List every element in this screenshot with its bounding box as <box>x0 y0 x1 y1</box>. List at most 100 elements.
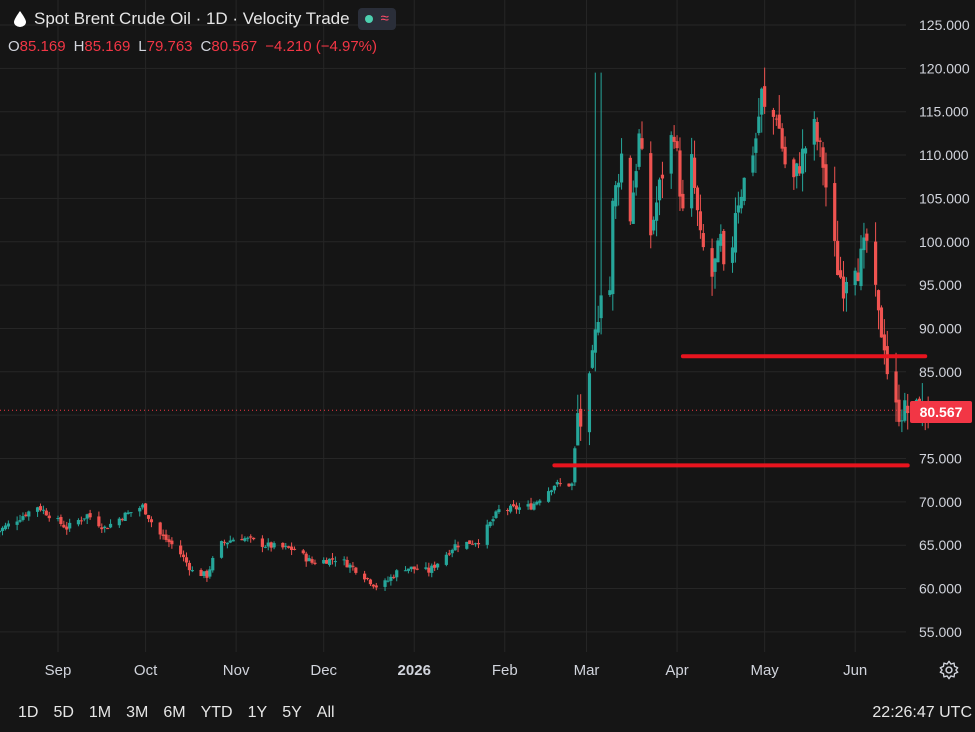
candle-body <box>497 509 501 513</box>
candle-body <box>754 138 758 153</box>
candle-body <box>249 536 253 538</box>
candle-body <box>129 512 133 514</box>
candle-body <box>538 500 542 503</box>
candle-body <box>21 516 25 520</box>
candle-body <box>453 544 457 551</box>
candle-body <box>447 553 451 555</box>
candle-body <box>491 519 495 522</box>
timeframe-1m[interactable]: 1M <box>88 704 112 721</box>
candle-body <box>760 88 764 115</box>
candle-body <box>141 504 145 508</box>
candle-body <box>313 562 317 564</box>
candle-body <box>587 373 592 433</box>
candle-body <box>900 420 904 422</box>
timeframe-1y[interactable]: 1Y <box>247 704 268 721</box>
candle-body <box>330 558 335 560</box>
candle-body <box>219 541 224 558</box>
timeframe-6m[interactable]: 6M <box>163 704 186 721</box>
candle-body <box>389 576 393 581</box>
candle-body <box>374 585 378 588</box>
y-tick-label: 65.000 <box>919 537 962 553</box>
candle-body <box>371 584 375 587</box>
candle-body <box>803 148 808 154</box>
candle-body <box>38 506 43 511</box>
timeframe-5y[interactable]: 5Y <box>282 704 302 721</box>
time-axis[interactable]: Sep Oct Nov Dec 2026 Feb Mar Apr May Jun <box>45 662 868 679</box>
candle-body <box>351 565 355 567</box>
candle-body <box>269 542 273 548</box>
wave-icon: ≈ <box>380 10 389 27</box>
candle-body <box>456 545 460 548</box>
candle-body <box>710 248 714 277</box>
candle-body <box>853 270 857 286</box>
candle-body <box>771 109 775 117</box>
candle-body <box>509 505 513 512</box>
candle-body <box>833 183 837 241</box>
candle-body <box>47 515 51 519</box>
candle-body <box>608 290 612 295</box>
ohlc-legend: O85.169 H85.169 L79.763 C80.567 −4.210 (… <box>8 38 377 55</box>
candle-body <box>655 202 659 221</box>
candle-body <box>874 241 878 285</box>
candle-body <box>801 148 805 174</box>
utc-clock: 22:26:47 UTC <box>872 704 972 721</box>
status-pill[interactable]: ≈ <box>357 8 396 30</box>
candle-body <box>56 518 60 520</box>
candle-body <box>579 408 583 427</box>
candle-body <box>290 546 294 550</box>
candle-body <box>123 512 127 521</box>
candle-body <box>225 542 229 545</box>
timeframe-5d[interactable]: 5D <box>53 704 74 721</box>
candle-body <box>552 485 556 491</box>
timeframe-all[interactable]: All <box>316 704 335 721</box>
candle-body <box>692 157 697 188</box>
candle-body <box>631 192 635 224</box>
candle-body <box>695 187 700 211</box>
candle-body <box>546 491 551 502</box>
candle-body <box>325 560 329 564</box>
drawn-horizontal-lines[interactable] <box>552 354 928 468</box>
candle-body <box>15 521 19 525</box>
y-tick-label: 85.000 <box>919 364 962 380</box>
candle-body <box>640 138 644 149</box>
ohlc-close: C80.567 <box>200 38 258 55</box>
candle-body <box>885 346 889 375</box>
candle-body <box>824 164 828 188</box>
last-price-label: 80.567 <box>910 401 972 423</box>
gear-icon[interactable] <box>938 659 960 681</box>
price-axis[interactable]: 55.00060.00065.00070.00075.00080.00085.0… <box>919 17 970 640</box>
candle-body <box>345 559 349 568</box>
candle-body <box>85 514 89 519</box>
candle-body <box>164 534 168 540</box>
candle-body <box>526 504 530 507</box>
candle-body <box>906 405 910 414</box>
candle-body <box>342 559 346 561</box>
candle-body <box>190 570 194 572</box>
candle-body <box>739 196 743 209</box>
candle-body <box>795 163 799 177</box>
candle-body <box>815 122 819 142</box>
candle-body <box>222 541 227 543</box>
timeframe-1d[interactable]: 1D <box>18 704 39 721</box>
timeframe-3m[interactable]: 3M <box>126 704 149 721</box>
ohlc-high: H85.169 <box>73 38 131 55</box>
candle-body <box>6 523 10 527</box>
candle-body <box>876 290 881 311</box>
candle-body <box>894 371 898 403</box>
candle-body <box>792 159 796 178</box>
candle-body <box>246 537 250 539</box>
timeframe-ytd[interactable]: YTD <box>200 704 233 721</box>
y-tick-label: 120.000 <box>919 60 970 76</box>
candle-body <box>430 565 434 573</box>
chart-header: Spot Brent Crude Oil · 1D · Velocity Tra… <box>14 8 396 30</box>
market-status-dot-icon <box>364 15 373 23</box>
y-tick-label: 55.000 <box>919 624 962 640</box>
y-tick-label: 125.000 <box>919 17 970 33</box>
candle-body <box>736 205 740 213</box>
y-tick-label: 115.000 <box>919 104 969 120</box>
x-tick-label: Apr <box>665 662 688 679</box>
oil-drop-icon <box>14 11 26 27</box>
candle-body <box>841 276 846 299</box>
symbol-title[interactable]: Spot Brent Crude Oil · 1D · Velocity Tra… <box>34 9 350 28</box>
